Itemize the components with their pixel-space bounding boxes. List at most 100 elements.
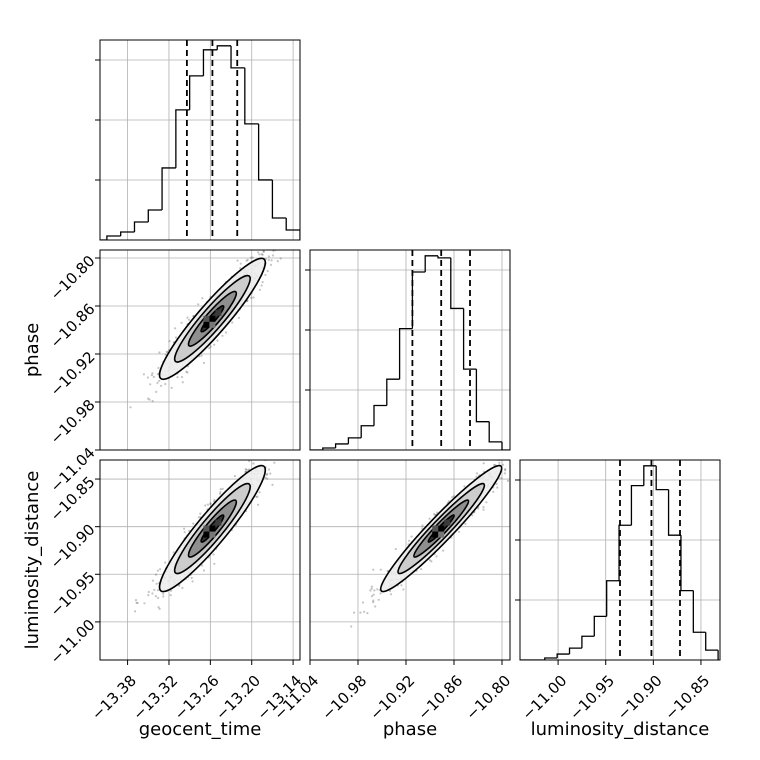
- density-phase-vs-luminosity-distance-density-cell: [438, 525, 445, 532]
- density-phase-vs-luminosity-distance-sample-point: [447, 500, 450, 503]
- density-geocent-time-vs-luminosity-distance-density-cell: [215, 519, 222, 526]
- density-geocent-time-vs-luminosity-distance-density-cell: [209, 531, 216, 538]
- y-label-luminosity-distance: luminosity_distance: [22, 471, 43, 650]
- density-geocent-time-vs-luminosity-distance-sample-point: [157, 596, 160, 600]
- density-geocent-time-vs-phase-sample-point: [251, 256, 254, 259]
- density-geocent-time-vs-luminosity-distance-frame: [99, 459, 301, 661]
- density-geocent-time-vs-luminosity-distance-xtick-label: −13.32: [129, 672, 181, 724]
- density-phase-vs-luminosity-distance-sample-point: [442, 549, 445, 552]
- density-geocent-time-vs-phase-sample-point: [236, 259, 239, 262]
- density-geocent-time-vs-luminosity-distance-sample-point: [257, 503, 260, 506]
- density-geocent-time-vs-luminosity-distance-sample-point: [266, 472, 269, 476]
- hist-luminosity-distance-xtick-label: −10.85: [661, 672, 713, 724]
- density-geocent-time-vs-luminosity-distance-sample-point: [252, 462, 255, 465]
- density-phase-vs-luminosity-distance-sample-point: [482, 508, 485, 511]
- hist-luminosity-distance-bin: [568, 647, 582, 655]
- density-geocent-time-vs-luminosity-distance-density-cell: [203, 531, 210, 538]
- density-geocent-time-vs-phase-sample-point: [262, 243, 264, 245]
- density-phase-vs-luminosity-distance-sample-point: [464, 522, 467, 525]
- hist-phase-bin: [450, 257, 464, 310]
- density-geocent-time-vs-phase-sample-point: [202, 361, 205, 364]
- density-geocent-time-vs-luminosity-distance-sample-point: [190, 576, 193, 580]
- density-phase-vs-luminosity-distance-sample-point: [359, 611, 362, 614]
- density-geocent-time-vs-luminosity-distance-sample-point: [221, 487, 224, 490]
- density-geocent-time-vs-luminosity-distance-xtick-label: −13.38: [88, 672, 140, 724]
- x-label-phase: phase: [383, 719, 437, 740]
- density-phase-vs-luminosity-distance-sample-point: [428, 559, 431, 562]
- density-phase-vs-luminosity-distance-sample-point: [506, 479, 509, 482]
- density-phase-vs-luminosity-distance-sample-point: [511, 456, 513, 458]
- density-geocent-time-vs-phase-sample-point: [156, 373, 159, 376]
- density-geocent-time-vs-luminosity-distance-sample-point: [266, 477, 269, 480]
- hist-luminosity-distance-xtick-label: −11.00: [518, 672, 570, 724]
- hist-phase-frame: [309, 249, 511, 451]
- density-phase-vs-luminosity-distance-sample-point: [493, 463, 496, 466]
- density-geocent-time-vs-luminosity-distance-sample-point: [183, 531, 186, 534]
- density-geocent-time-vs-phase-sample-point: [187, 318, 191, 321]
- density-geocent-time-vs-luminosity-distance-sample-point: [204, 504, 207, 507]
- density-geocent-time-vs-phase-sample-point: [158, 379, 161, 382]
- density-phase-vs-luminosity-distance-xtick-label: −10.80: [462, 672, 514, 724]
- density-geocent-time-vs-luminosity-distance-sample-point: [302, 427, 304, 429]
- density-phase-vs-luminosity-distance-sample-point: [482, 506, 485, 509]
- hist-luminosity-distance-bin: [556, 653, 570, 659]
- density-geocent-time-vs-luminosity-distance-sample-point: [301, 424, 303, 426]
- density-geocent-time-vs-luminosity-distance-sample-point: [134, 610, 137, 613]
- density-geocent-time-vs-phase-density-cell: [209, 315, 216, 322]
- density-geocent-time-vs-luminosity-distance-sample-point: [258, 491, 261, 494]
- density-geocent-time-vs-phase-ytick-label: −10.86: [47, 300, 99, 352]
- density-geocent-time-vs-luminosity-distance-sample-point: [164, 561, 167, 564]
- hist-geocent-time-bin: [161, 167, 176, 210]
- density-geocent-time-vs-phase-density-cell: [203, 321, 210, 328]
- density-geocent-time-vs-phase-sample-point: [221, 334, 224, 337]
- density-geocent-time-vs-phase-sample-point: [201, 297, 204, 300]
- hist-luminosity-distance-bin: [692, 590, 706, 633]
- density-geocent-time-vs-phase-sample-point: [269, 244, 271, 246]
- hist-phase-bin: [437, 255, 451, 259]
- density-geocent-time-vs-phase-sample-point: [159, 384, 163, 387]
- density-geocent-time-vs-luminosity-distance-sample-point: [258, 452, 260, 454]
- hist-phase-bin: [322, 447, 336, 450]
- density-phase-vs-luminosity-distance-sample-point: [435, 555, 438, 558]
- density-geocent-time-vs-luminosity-distance-sample-point: [183, 527, 186, 530]
- density-phase-vs-luminosity-distance-density-cell: [438, 531, 445, 538]
- density-geocent-time-vs-luminosity-distance-sample-point: [213, 562, 216, 565]
- hist-phase-bin: [501, 441, 510, 450]
- density-geocent-time-vs-phase-sample-point: [185, 370, 188, 373]
- density-geocent-time-vs-luminosity-distance-sample-point: [153, 588, 156, 591]
- density-geocent-time-vs-phase-sample-point: [260, 284, 263, 287]
- density-phase-vs-luminosity-distance-sample-point: [457, 530, 461, 533]
- density-phase-vs-luminosity-distance-sample-point: [421, 524, 424, 527]
- density-geocent-time-vs-phase-sample-point: [174, 336, 178, 339]
- density-geocent-time-vs-phase-sample-point: [157, 366, 160, 370]
- density-geocent-time-vs-phase-sample-point: [245, 259, 248, 262]
- density-geocent-time-vs-phase-sample-point: [224, 331, 228, 334]
- hist-luminosity-distance-bin: [618, 524, 632, 581]
- hist-luminosity-distance-bin: [593, 615, 607, 637]
- density-geocent-time-vs-phase-sample-point: [277, 247, 279, 249]
- density-geocent-time-vs-luminosity-distance-content: [134, 424, 304, 613]
- density-geocent-time-vs-phase-sample-point: [252, 296, 255, 299]
- density-phase-vs-luminosity-distance-sample-point: [515, 453, 517, 455]
- density-geocent-time-vs-luminosity-distance-sample-point: [155, 582, 158, 585]
- density-geocent-time-vs-phase-sample-point: [150, 374, 153, 377]
- density-geocent-time-vs-phase-sample-point: [148, 398, 151, 401]
- density-geocent-time-vs-luminosity-distance-sample-point: [265, 473, 268, 476]
- density-geocent-time-vs-luminosity-distance-sample-point: [192, 522, 195, 525]
- density-phase-vs-luminosity-distance-sample-point: [428, 517, 431, 520]
- density-geocent-time-vs-luminosity-distance-sample-point: [206, 503, 209, 506]
- density-phase-vs-luminosity-distance-sample-point: [471, 514, 474, 517]
- hist-phase-bin: [334, 443, 349, 448]
- density-geocent-time-vs-luminosity-distance-sample-point: [269, 472, 272, 475]
- density-geocent-time-vs-phase-sample-point: [209, 345, 212, 348]
- density-geocent-time-vs-phase-sample-point: [258, 253, 261, 256]
- hist-luminosity-distance-bin: [655, 465, 669, 491]
- density-geocent-time-vs-luminosity-distance-sample-point: [264, 476, 267, 479]
- density-geocent-time-vs-luminosity-distance-sample-point: [219, 491, 222, 494]
- density-phase-vs-luminosity-distance-sample-point: [361, 601, 365, 604]
- density-geocent-time-vs-phase-sample-point: [129, 406, 132, 409]
- density-geocent-time-vs-luminosity-distance-sample-point: [158, 607, 161, 611]
- density-geocent-time-vs-phase-ytick-label: −10.92: [47, 348, 99, 400]
- density-phase-vs-luminosity-distance-sample-point: [400, 584, 403, 587]
